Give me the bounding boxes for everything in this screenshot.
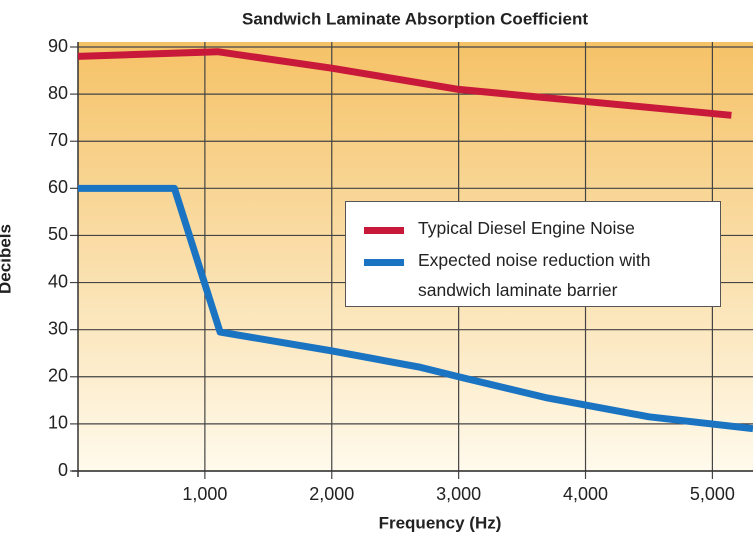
- chart-title: Sandwich Laminate Absorption Coefficient: [242, 9, 588, 28]
- series-line: [78, 184, 753, 433]
- y-tick-label: 60: [48, 177, 68, 197]
- legend: Typical Diesel Engine Noise Expected nois…: [345, 201, 721, 307]
- x-axis-label: Frequency (Hz): [379, 513, 502, 532]
- y-tick-label: 70: [48, 130, 68, 150]
- x-tick-label: 2,000: [309, 484, 354, 504]
- legend-label: Expected noise reduction with sandwich l…: [418, 250, 651, 300]
- legend-item: Expected noise reduction with sandwich l…: [364, 250, 708, 305]
- legend-item: Typical Diesel Engine Noise: [364, 218, 708, 243]
- y-tick-label: 0: [58, 460, 68, 480]
- series-line: [77, 48, 732, 119]
- y-tick-label: 80: [48, 83, 68, 103]
- x-tick-label: 5,000: [690, 484, 735, 504]
- y-tick-label: 10: [48, 413, 68, 433]
- legend-swatch: [364, 259, 404, 266]
- x-tick-label: 1,000: [182, 484, 227, 504]
- legend-label: Typical Diesel Engine Noise: [418, 218, 635, 238]
- y-tick-label: 30: [48, 318, 68, 338]
- legend-swatch: [364, 227, 404, 234]
- y-tick-label: 90: [48, 36, 68, 56]
- y-axis-label: Decibels: [0, 224, 14, 294]
- y-tick-label: 20: [48, 366, 68, 386]
- x-tick-label: 4,000: [563, 484, 608, 504]
- y-tick-label: 50: [48, 224, 68, 244]
- y-tick-label: 40: [48, 271, 68, 291]
- x-tick-label: 3,000: [436, 484, 481, 504]
